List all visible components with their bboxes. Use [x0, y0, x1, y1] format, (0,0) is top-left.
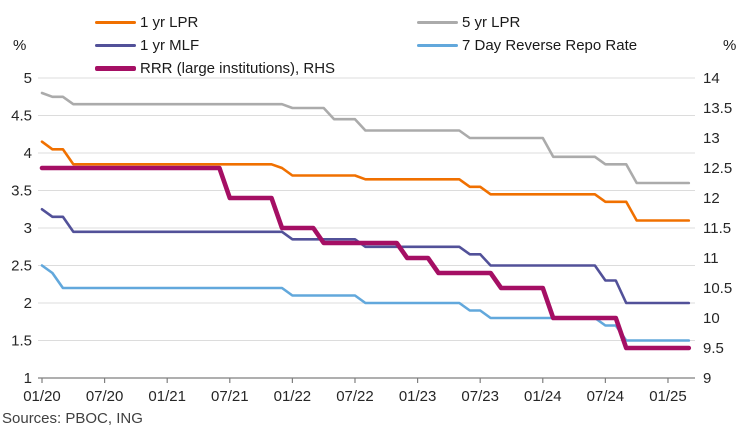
legend-item-7day-repo: 7 Day Reverse Repo Rate	[417, 34, 637, 57]
legend-swatch-7day-repo	[417, 44, 458, 47]
x-axis-tick-label: 01/21	[148, 388, 186, 405]
legend-label-1yr-mlf: 1 yr MLF	[140, 37, 200, 54]
legend-item-5yr-lpr: 5 yr LPR	[417, 11, 637, 34]
legend-swatch-1yr-mlf	[95, 44, 136, 47]
x-axis-tick-label: 01/25	[649, 388, 687, 405]
right-axis-unit-label: %	[723, 37, 737, 54]
left-axis-tick-label: 4.5	[11, 108, 32, 125]
series-line-rrr-large-institutions-rhs	[39, 165, 692, 351]
right-axis-tick-label: 12	[703, 190, 720, 207]
right-axis-tick-label: 9.5	[703, 340, 724, 357]
right-axis-tick-label: 11	[703, 250, 719, 267]
legend-item-1yr-lpr: 1 yr LPR	[95, 11, 335, 34]
right-axis-tick-label: 12.5	[703, 160, 732, 177]
x-axis-tick-label: 07/24	[587, 388, 625, 405]
x-axis-tick-label: 01/20	[23, 388, 61, 405]
right-axis-tick-label: 10.5	[703, 280, 732, 297]
right-axis-tick-label: 10	[703, 310, 720, 327]
x-axis-tick-label: 01/23	[399, 388, 437, 405]
left-axis-tick-label: 1	[24, 370, 32, 387]
legend-label-rrr: RRR (large institutions), RHS	[140, 60, 336, 77]
right-axis-tick-label: 11.5	[703, 220, 731, 237]
right-axis-tick-label: 13	[703, 130, 720, 147]
legend-swatch-rrr	[95, 66, 136, 71]
left-axis-tick-label: 2.5	[11, 258, 32, 275]
legend-column-left: 1 yr LPR 1 yr MLF RRR (large institution…	[95, 11, 335, 80]
sources-note: Sources: PBOC, ING	[2, 410, 143, 427]
right-axis-tick-label: 9	[703, 370, 711, 387]
legend-item-1yr-mlf: 1 yr MLF	[95, 34, 335, 57]
legend-column-right: 5 yr LPR 7 Day Reverse Repo Rate	[417, 11, 637, 57]
series-line-1-yr-mlf	[40, 208, 691, 305]
left-axis-tick-label: 4	[24, 145, 32, 162]
legend-swatch-5yr-lpr	[417, 21, 458, 24]
chart-legend: 1 yr LPR 1 yr MLF RRR (large institution…	[0, 11, 751, 83]
x-axis-tick-label: 07/20	[86, 388, 124, 405]
legend-label-1yr-lpr: 1 yr LPR	[140, 14, 199, 31]
series-line-1-yr-lpr	[40, 140, 691, 222]
left-axis-tick-label: 5	[24, 70, 32, 87]
x-axis-tick-label: 07/22	[336, 388, 374, 405]
right-axis-tick-label: 13.5	[703, 100, 732, 117]
legend-swatch-1yr-lpr	[95, 21, 136, 24]
legend-item-rrr: RRR (large institutions), RHS	[95, 57, 335, 80]
x-axis-tick-label: 01/22	[274, 388, 312, 405]
right-axis-tick-label: 14	[703, 70, 720, 87]
left-axis-tick-label: 1.5	[11, 333, 32, 350]
left-axis-tick-label: 2	[24, 295, 32, 312]
legend-label-5yr-lpr: 5 yr LPR	[462, 14, 521, 31]
left-axis-tick-label: 3	[24, 220, 32, 237]
x-axis-tick-label: 01/24	[524, 388, 562, 405]
series-line-5-yr-lpr	[40, 91, 691, 185]
x-axis-tick-label: 07/21	[211, 388, 249, 405]
x-axis-tick-label: 07/23	[461, 388, 499, 405]
left-axis-tick-label: 3.5	[11, 183, 32, 200]
legend-label-7day-repo: 7 Day Reverse Repo Rate	[462, 37, 638, 54]
left-axis-unit-label: %	[13, 37, 27, 54]
